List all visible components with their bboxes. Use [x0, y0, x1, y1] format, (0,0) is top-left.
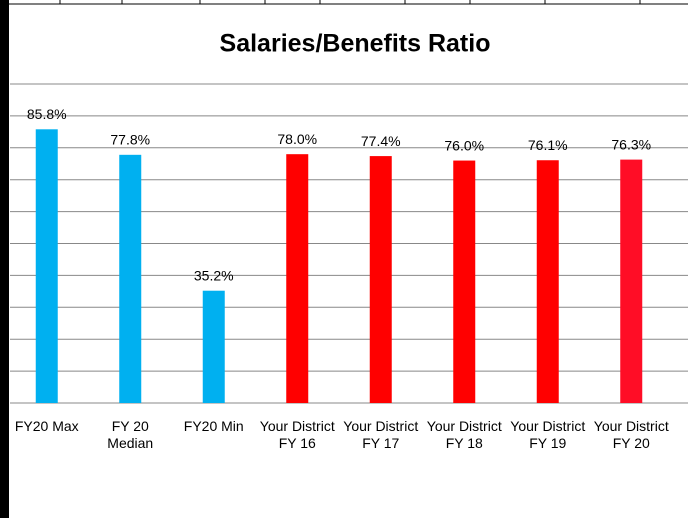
- value-label: 35.2%: [194, 267, 234, 283]
- x-tick-label: Your District FY 20: [593, 418, 669, 451]
- value-label: 78.0%: [277, 131, 317, 147]
- x-tick-label: FY 20 Median: [107, 418, 154, 451]
- value-label: 77.8%: [110, 132, 150, 148]
- x-tick-label: FY20 Max: [14, 418, 79, 434]
- bar: [286, 154, 309, 403]
- bar: [119, 154, 142, 403]
- chart-title: Salaries/Benefits Ratio: [220, 30, 491, 58]
- x-tick-label: Your District FY 17: [343, 418, 419, 451]
- x-tick-label: Your District FY 19: [510, 418, 586, 451]
- bar: [202, 290, 225, 403]
- value-label: 77.4%: [361, 133, 401, 149]
- bar: [536, 160, 559, 403]
- value-label: 76.1%: [528, 137, 568, 153]
- bar: [369, 156, 392, 403]
- x-tick-label: FY20 Min: [183, 418, 244, 434]
- value-label: 85.8%: [27, 106, 67, 122]
- bar: [453, 160, 476, 403]
- value-label: 76.3%: [611, 136, 651, 152]
- bar: [620, 159, 643, 403]
- sheet-ticks: [59, 0, 641, 4]
- x-tick-label: Your District FY 16: [259, 418, 335, 451]
- value-label: 76.0%: [444, 137, 484, 153]
- left-border: [0, 0, 9, 518]
- x-tick-label: Your District FY 18: [426, 418, 502, 451]
- bar: [35, 129, 58, 403]
